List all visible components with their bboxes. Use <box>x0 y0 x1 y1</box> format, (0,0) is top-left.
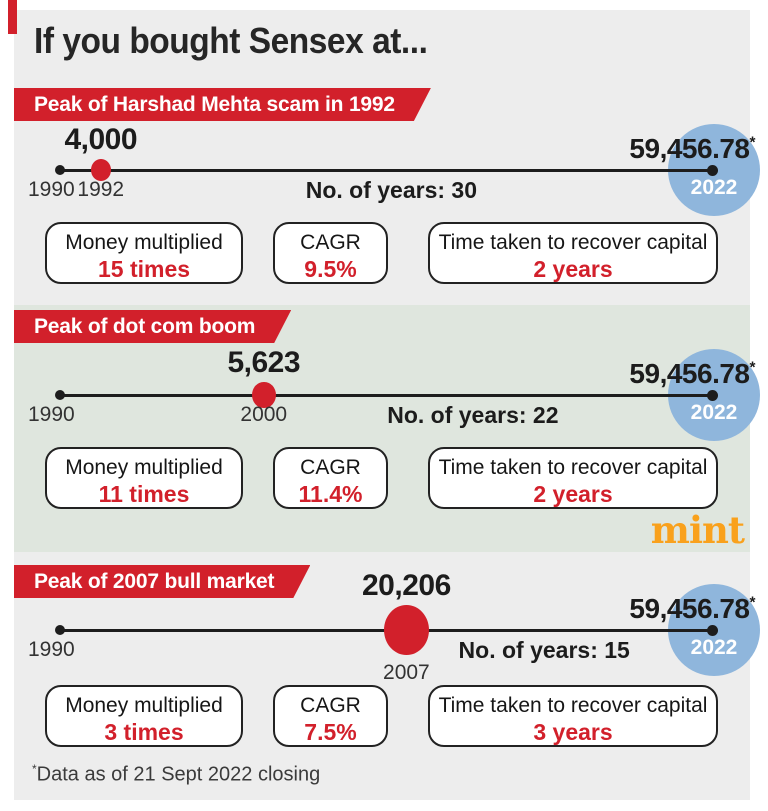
section-2007-bull-market: Peak of 2007 bull market 2022 20,206 59,… <box>0 565 768 800</box>
stats-row: Money multiplied 15 times CAGR 9.5% Time… <box>45 222 718 284</box>
stats-row: Money multiplied 11 times CAGR 11.4% Tim… <box>45 447 718 509</box>
stat-box-cagr: CAGR 7.5% <box>273 685 388 747</box>
stat-box-money-multiplied: Money multiplied 15 times <box>45 222 243 284</box>
end-year-dot <box>707 165 718 176</box>
footnote-marker: * <box>32 762 37 776</box>
stat-label: CAGR <box>300 456 361 479</box>
stat-box-recovery-time: Time taken to recover capital 3 years <box>428 685 718 747</box>
section-banner: Peak of dot com boom <box>14 310 291 343</box>
end-value-number: 59,456.78 <box>629 133 750 164</box>
section-dot-com-boom-2000: Peak of dot com boom 2022 5,623 59,456.7… <box>0 310 768 552</box>
stat-label: Money multiplied <box>65 694 223 717</box>
start-year-tick: 1990 <box>28 638 75 661</box>
stat-value: 3 years <box>533 719 613 745</box>
end-value-label: 59,456.78* <box>629 358 755 390</box>
peak-year-tick: 2000 <box>240 403 288 426</box>
peak-value-label: 4,000 <box>64 122 138 156</box>
peak-marker-dot <box>251 381 276 409</box>
peak-year-tick: 2007 <box>383 661 430 684</box>
stat-value: 7.5% <box>304 719 357 745</box>
stat-label: Time taken to recover capital <box>438 456 708 479</box>
stat-label: Time taken to recover capital <box>438 231 708 254</box>
stat-label: Money multiplied <box>65 231 223 254</box>
start-year-tick: 1990 <box>28 403 75 426</box>
timeline-line <box>60 169 713 172</box>
stat-label: Money multiplied <box>65 456 223 479</box>
end-value-label: 59,456.78* <box>629 593 755 625</box>
peak-value-label: 20,206 <box>361 568 451 602</box>
peak-marker-dot <box>90 158 111 182</box>
stat-value: 3 times <box>104 719 184 745</box>
footnote: *Data as of 21 Sept 2022 closing <box>32 762 320 787</box>
stat-box-cagr: CAGR 9.5% <box>273 222 388 284</box>
footnote-marker: * <box>749 134 756 152</box>
end-year-dot <box>707 625 718 636</box>
section-banner: Peak of Harshad Mehta scam in 1992 <box>14 88 431 121</box>
stat-value: 2 years <box>533 256 613 282</box>
end-value-number: 59,456.78 <box>629 593 750 624</box>
end-value-label: 59,456.78* <box>629 133 755 165</box>
years-count-label: No. of years: 30 <box>305 177 478 203</box>
page-title: If you bought Sensex at... <box>34 20 428 61</box>
stats-row: Money multiplied 3 times CAGR 7.5% Time … <box>45 685 718 747</box>
timeline-line <box>60 394 713 397</box>
footnote-marker: * <box>749 359 756 377</box>
end-year-label: 2022 <box>690 176 738 199</box>
peak-marker-dot <box>383 604 430 656</box>
years-count-label: No. of years: 15 <box>458 637 630 663</box>
stat-label: CAGR <box>300 694 361 717</box>
stat-value: 15 times <box>97 256 191 282</box>
start-year-tick: 1990 <box>28 178 75 201</box>
stat-box-recovery-time: Time taken to recover capital 2 years <box>428 447 718 509</box>
end-year-label: 2022 <box>690 636 738 659</box>
mint-brand-logo: mint <box>650 508 745 552</box>
stat-box-cagr: CAGR 11.4% <box>273 447 388 509</box>
peak-value-label: 5,623 <box>227 345 301 379</box>
stat-value: 11 times <box>98 481 190 507</box>
stat-label: Time taken to recover capital <box>438 694 708 717</box>
footnote-marker: * <box>749 594 756 612</box>
stat-box-money-multiplied: Money multiplied 3 times <box>45 685 243 747</box>
stat-box-recovery-time: Time taken to recover capital 2 years <box>428 222 718 284</box>
peak-year-tick: 1992 <box>77 178 125 201</box>
start-year-dot <box>55 625 65 635</box>
footnote-text: Data as of 21 Sept 2022 closing <box>36 763 321 786</box>
stat-value: 11.4% <box>298 481 363 507</box>
stat-box-money-multiplied: Money multiplied 11 times <box>45 447 243 509</box>
end-value-number: 59,456.78 <box>629 358 750 389</box>
end-year-dot <box>707 390 718 401</box>
stat-label: CAGR <box>300 231 361 254</box>
section-banner: Peak of 2007 bull market <box>14 565 310 598</box>
dotcom-section-background <box>14 305 750 552</box>
stat-value: 9.5% <box>304 256 357 282</box>
red-accent-bar <box>8 0 17 34</box>
end-year-label: 2022 <box>690 401 738 424</box>
section-harshad-mehta-1992: Peak of Harshad Mehta scam in 1992 2022 … <box>0 88 768 302</box>
start-year-dot <box>55 165 65 175</box>
stat-value: 2 years <box>533 481 613 507</box>
years-count-label: No. of years: 22 <box>387 402 559 428</box>
start-year-dot <box>55 390 65 400</box>
